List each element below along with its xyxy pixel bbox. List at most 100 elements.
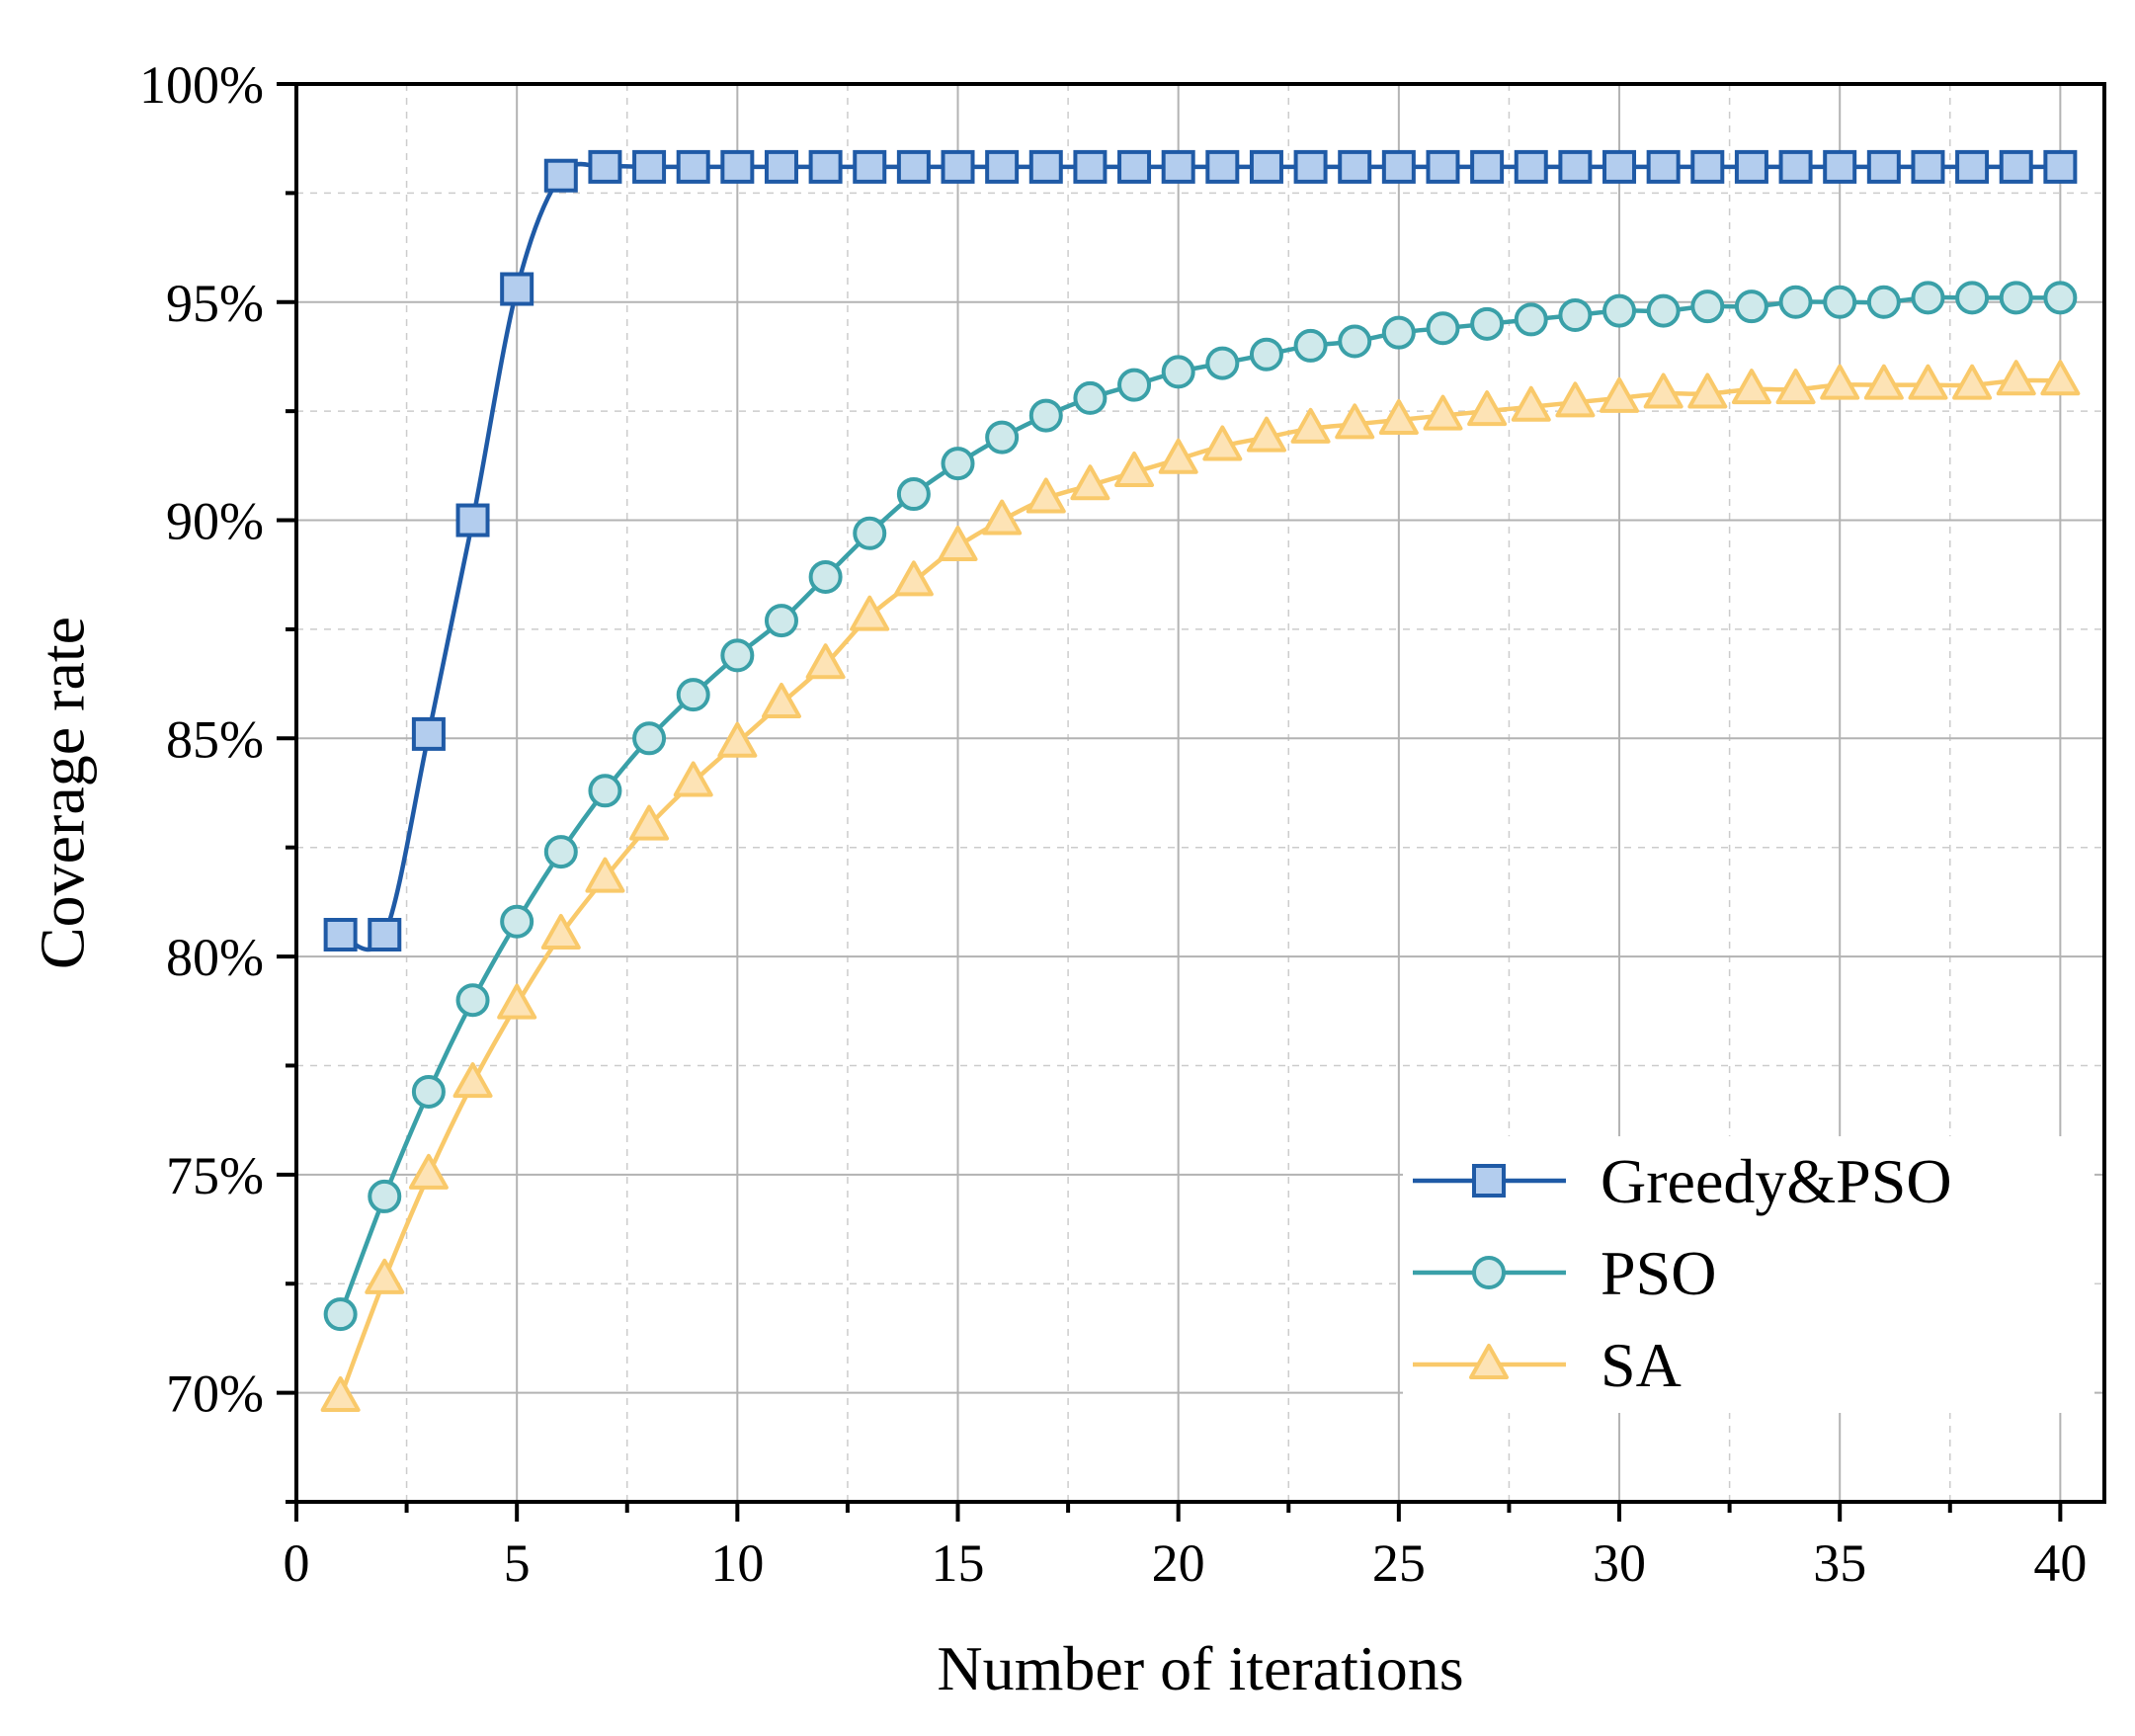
data-point-greedy-pso: [1602, 149, 1637, 184]
data-point-greedy-pso: [1690, 149, 1725, 184]
y-tick-label: 100%: [139, 55, 264, 115]
data-point-pso: [808, 559, 843, 594]
series-greedy-pso: [323, 149, 2078, 952]
data-point-greedy-pso: [808, 149, 843, 184]
data-point-pso: [588, 774, 622, 808]
data-point-sa: [1643, 372, 1683, 409]
data-point-sa: [365, 1258, 405, 1294]
data-point-pso: [1823, 285, 1857, 319]
data-point-pso: [1426, 311, 1460, 346]
x-tick-label: 40: [2033, 1533, 2087, 1593]
legend-marker-greedy-pso: [1472, 1164, 1506, 1198]
data-point-sa: [1863, 364, 1904, 400]
data-point-pso: [1646, 293, 1681, 328]
data-point-greedy-pso: [543, 158, 578, 193]
data-point-sa: [585, 857, 625, 893]
legend-label-greedy-pso: Greedy&PSO: [1601, 1146, 1952, 1216]
legend-label-sa: SA: [1601, 1330, 1682, 1400]
data-point-greedy-pso: [676, 149, 710, 184]
data-point-greedy-pso: [1558, 149, 1593, 184]
data-point-pso: [1028, 398, 1063, 433]
data-point-greedy-pso: [455, 503, 490, 537]
data-point-pso: [720, 638, 755, 673]
data-point-greedy-pso: [500, 272, 534, 306]
data-point-greedy-pso: [1911, 149, 1945, 184]
y-tick-label: 85%: [166, 709, 264, 769]
axes: 0 5 10 15 20 25 30 35 40 70% 75% 80% 85% 90% 95% 100%: [139, 55, 2087, 1593]
data-point-pso: [1911, 281, 1945, 315]
data-point-pso: [632, 721, 667, 756]
data-point-sa: [1908, 364, 1948, 400]
data-point-sa: [1158, 438, 1198, 474]
data-point-sa: [761, 682, 801, 718]
x-tick-label: 5: [504, 1533, 531, 1593]
data-point-greedy-pso: [1205, 149, 1240, 184]
data-point-pso: [1073, 380, 1108, 415]
series-layer: [320, 149, 2081, 1413]
data-point-greedy-pso: [368, 918, 402, 951]
data-point-pso: [1734, 289, 1768, 324]
data-point-sa: [1820, 364, 1860, 400]
data-point-sa: [893, 560, 934, 597]
data-point-sa: [408, 1153, 449, 1190]
data-point-greedy-pso: [2043, 149, 2078, 184]
data-point-greedy-pso: [1117, 149, 1152, 184]
data-point-sa: [1202, 425, 1243, 461]
data-point-pso: [543, 835, 578, 869]
legend-item-sa: SA: [1413, 1330, 1682, 1400]
x-tick-label: 35: [1813, 1533, 1866, 1593]
data-point-sa: [540, 914, 581, 950]
data-point-greedy-pso: [1734, 149, 1768, 184]
data-point-pso: [1602, 293, 1637, 328]
data-point-pso: [455, 983, 490, 1018]
data-point-pso: [1249, 337, 1283, 372]
legend-label-pso: PSO: [1601, 1238, 1716, 1308]
data-point-greedy-pso: [411, 716, 446, 751]
data-point-pso: [1381, 315, 1416, 350]
data-point-greedy-pso: [1823, 149, 1857, 184]
data-point-sa: [673, 761, 713, 797]
data-point-pso: [1161, 355, 1195, 389]
data-point-sa: [452, 1062, 493, 1099]
data-point-pso: [500, 904, 534, 939]
data-point-sa: [1378, 398, 1419, 435]
data-point-greedy-pso: [1249, 149, 1283, 184]
data-point-greedy-pso: [1866, 149, 1901, 184]
data-point-sa: [1555, 381, 1596, 418]
data-point-pso: [985, 420, 1020, 455]
data-point-greedy-pso: [1646, 149, 1681, 184]
data-point-sa: [1687, 372, 1728, 409]
data-point-sa: [982, 499, 1023, 536]
data-point-pso: [1866, 285, 1901, 319]
y-tick-label: 90%: [166, 492, 264, 551]
data-point-sa: [1996, 360, 2036, 396]
data-point-sa: [1026, 477, 1066, 514]
data-point-greedy-pso: [896, 149, 931, 184]
data-point-greedy-pso: [1778, 149, 1813, 184]
data-point-sa: [805, 643, 846, 680]
series-pso: [323, 281, 2078, 1332]
data-point-sa: [1467, 390, 1508, 427]
legend-item-greedy-pso: Greedy&PSO: [1413, 1146, 1952, 1216]
data-point-sa: [1246, 416, 1286, 453]
data-point-pso: [1999, 281, 2033, 315]
data-point-sa: [629, 804, 670, 841]
y-axis-label: Coverage rate: [28, 617, 98, 969]
x-tick-label: 15: [932, 1533, 985, 1593]
y-tick-label: 80%: [166, 928, 264, 987]
data-point-sa: [717, 721, 758, 758]
y-tick-label: 95%: [166, 274, 264, 333]
series-sa: [320, 360, 2081, 1413]
data-point-sa: [2040, 360, 2081, 396]
data-point-greedy-pso: [1955, 149, 1990, 184]
data-point-sa: [497, 983, 537, 1020]
data-point-greedy-pso: [1470, 149, 1505, 184]
data-point-greedy-pso: [1999, 149, 2033, 184]
data-point-pso: [1514, 302, 1548, 337]
y-tick-label: 70%: [166, 1364, 264, 1424]
data-point-sa: [320, 1376, 361, 1413]
data-point-pso: [764, 604, 798, 638]
data-point-sa: [1600, 376, 1640, 413]
